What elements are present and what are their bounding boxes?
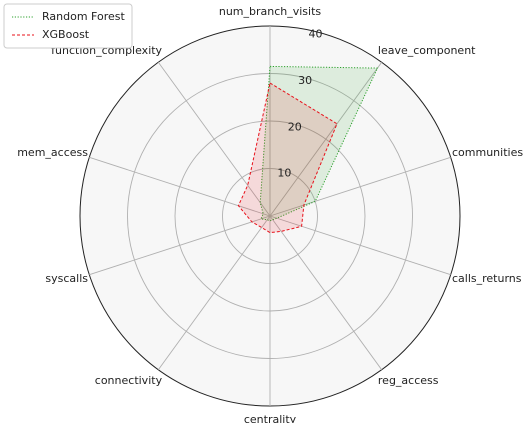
spoke [157,62,271,217]
legend-box [3,3,133,49]
spoke [269,215,383,370]
spoke [269,62,383,217]
spoke [157,215,271,370]
radial-tick-label: 40 [308,28,322,41]
category-label: syscalls [45,272,88,285]
category-label: centrality [244,413,297,423]
legend-label: XGBoost [42,28,90,41]
category-label: calls_returns [452,272,522,285]
radial-tick-label: 30 [298,74,312,87]
legend-label: Random Forest [42,10,125,23]
spoke [89,156,271,217]
spoke [269,215,451,276]
spoke [269,156,451,217]
spoke [89,215,271,276]
category-label: leave_component [378,44,476,57]
category-label: reg_access [378,374,439,387]
series-area [259,65,379,222]
category-label: communities [452,146,523,159]
radial-tick-label: 10 [277,167,291,180]
category-label: connectivity [95,374,163,387]
category-label: num_branch_visits [219,5,322,18]
radial-tick-label: 20 [288,120,302,133]
category-label: mem_access [17,146,88,159]
series-area [237,82,338,234]
